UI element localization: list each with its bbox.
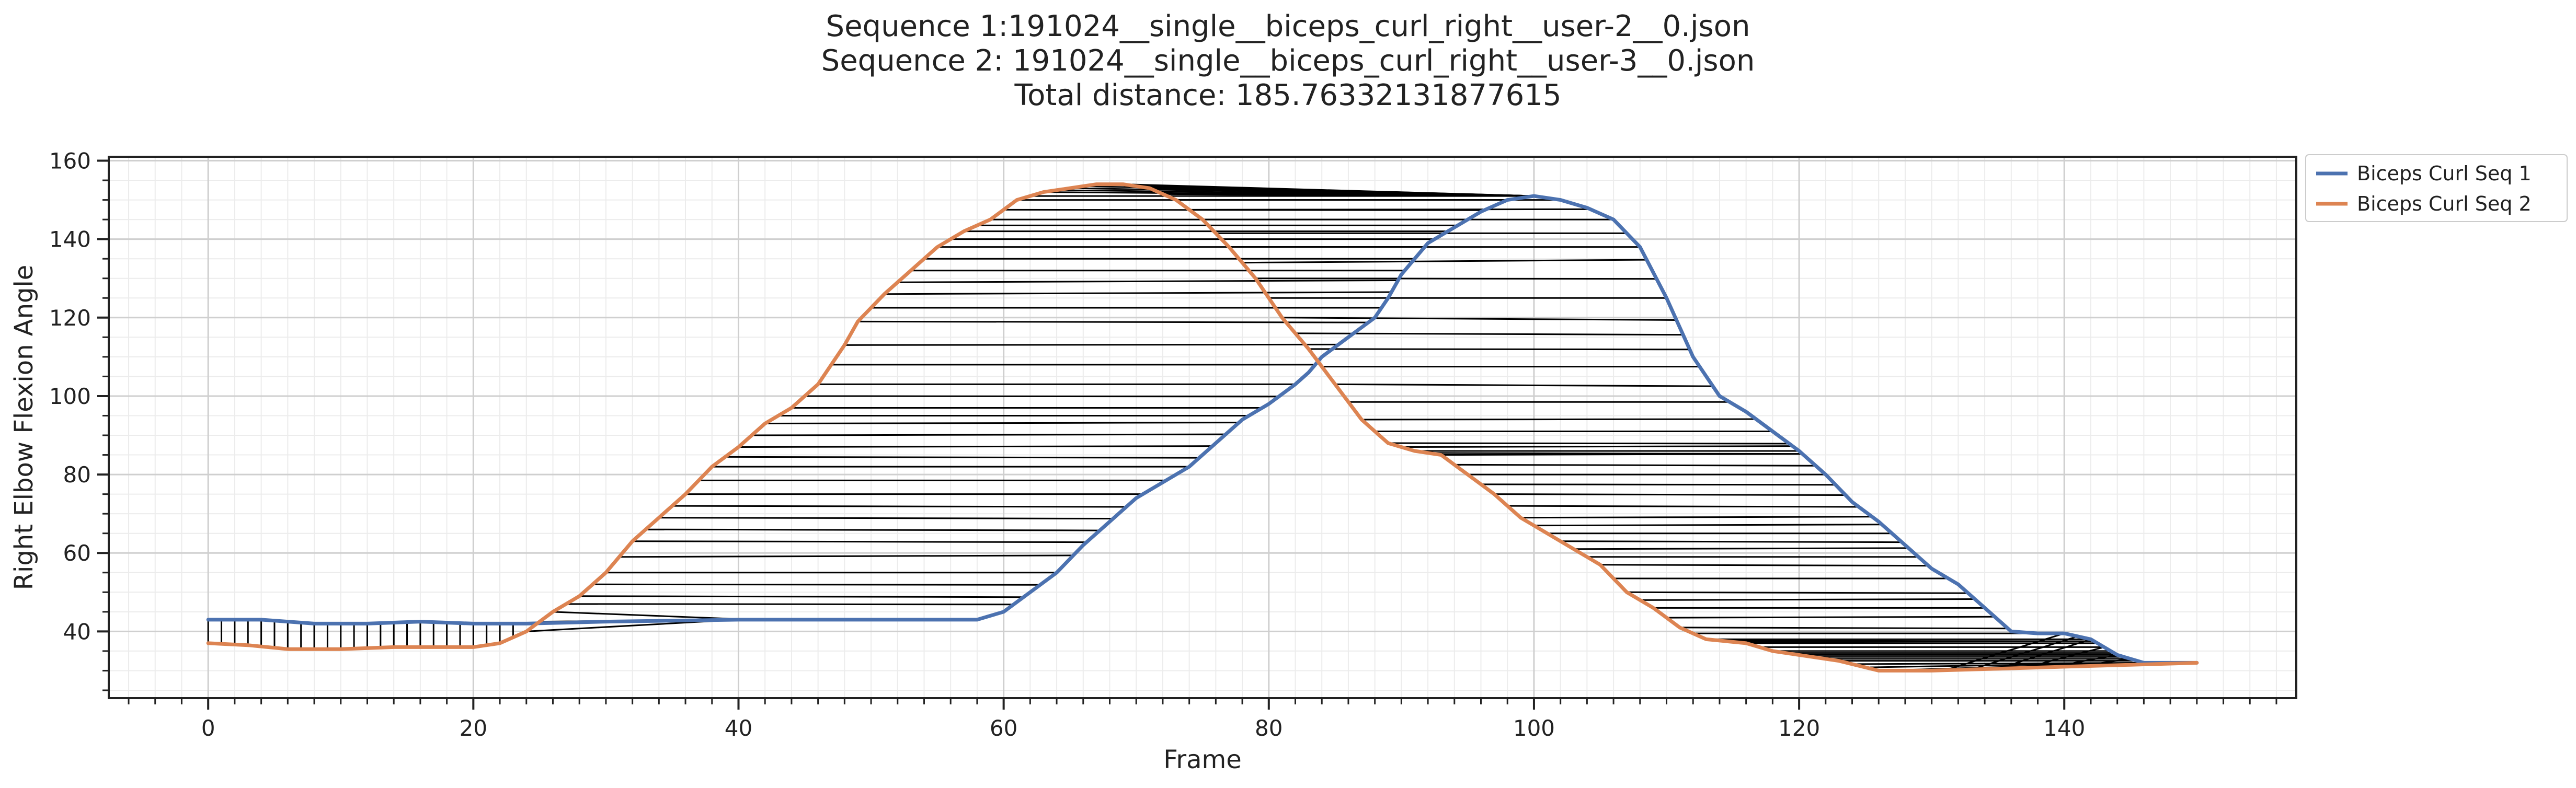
alignment-line bbox=[884, 291, 1392, 295]
alignment-line bbox=[1666, 616, 1995, 619]
x-tick-label: 0 bbox=[201, 715, 215, 741]
alignment-line bbox=[1998, 638, 2091, 670]
x-tick-label: 140 bbox=[2043, 715, 2085, 741]
alignment-line bbox=[566, 603, 1014, 606]
plot-frame bbox=[108, 156, 2297, 699]
y-tick-label: 80 bbox=[63, 462, 91, 488]
alignment-line bbox=[1533, 524, 1882, 527]
alignment-line bbox=[1733, 640, 2094, 643]
alignment-line bbox=[765, 422, 1239, 424]
x-tick-label: 20 bbox=[460, 715, 487, 741]
alignment-line bbox=[659, 517, 1113, 520]
alignment-line bbox=[645, 528, 1100, 531]
alignment-line bbox=[725, 456, 1199, 459]
alignment-line bbox=[1627, 591, 1968, 594]
x-axis-label: Frame bbox=[1163, 745, 1242, 774]
y-axis: 40 60 80 100 120 140 160 bbox=[49, 148, 109, 691]
alignment-line bbox=[1308, 348, 1690, 351]
alignment-line bbox=[1494, 493, 1846, 496]
alignment-line bbox=[2024, 646, 2104, 669]
alignment-line bbox=[1149, 187, 1534, 197]
alignment-line bbox=[1944, 632, 2065, 671]
x-tick-label: 120 bbox=[1778, 715, 1820, 741]
series-line-seq1 bbox=[206, 194, 2199, 665]
y-tick-label: 60 bbox=[63, 540, 91, 566]
title-line-3: Total distance: 185.76332131877615 bbox=[1014, 78, 1562, 112]
alignment-line bbox=[1640, 598, 1975, 601]
alignment-line bbox=[738, 445, 1213, 448]
alignment-line bbox=[579, 595, 1024, 598]
title-line-1: Sequence 1:191024__single__biceps_curl_r… bbox=[826, 9, 1750, 43]
y-axis-label: Right Elbow Flexion Angle bbox=[9, 265, 39, 590]
x-tick-label: 80 bbox=[1255, 715, 1283, 741]
alignment-lines bbox=[207, 183, 2184, 671]
alignment-line bbox=[1520, 516, 1872, 519]
series-line-seq2 bbox=[206, 182, 2199, 673]
alignment-line bbox=[1600, 564, 1929, 567]
alignment-line bbox=[897, 279, 1399, 283]
legend-box bbox=[2305, 154, 2568, 222]
alignment-line bbox=[1361, 418, 1756, 421]
legend: Biceps Curl Seq 1 Biceps Curl Seq 2 bbox=[2305, 154, 2568, 222]
x-tick-label: 100 bbox=[1513, 715, 1555, 741]
x-tick-label: 60 bbox=[990, 715, 1017, 741]
legend-label-seq2: Biceps Curl Seq 2 bbox=[2357, 192, 2532, 215]
y-tick-label: 40 bbox=[63, 619, 91, 644]
alignment-line bbox=[1335, 383, 1713, 387]
alignment-line bbox=[1507, 505, 1859, 508]
y-tick-label: 160 bbox=[49, 148, 91, 174]
alignment-line bbox=[844, 343, 1338, 346]
alignment-line bbox=[1295, 332, 1684, 336]
alignment-line bbox=[1454, 463, 1816, 467]
alignment-line bbox=[1560, 540, 1902, 543]
alignment-line bbox=[592, 583, 1040, 586]
y-tick-label: 120 bbox=[49, 305, 91, 331]
series-layer bbox=[206, 182, 2199, 673]
x-tick-label: 40 bbox=[725, 715, 752, 741]
alignment-line bbox=[632, 540, 1087, 543]
alignment-line bbox=[619, 554, 1073, 558]
alignment-line bbox=[1162, 193, 1534, 197]
y-tick-label: 100 bbox=[49, 384, 91, 409]
alignment-line bbox=[805, 395, 1279, 398]
alignment-line bbox=[1971, 635, 2078, 670]
alignment-line bbox=[1189, 208, 1590, 211]
alignment-line bbox=[1481, 483, 1836, 486]
alignment-line bbox=[1388, 442, 1790, 445]
alignment-line bbox=[1282, 317, 1677, 321]
alignment-line bbox=[857, 320, 1368, 323]
chart-title: Sequence 1:191024__single__biceps_curl_r… bbox=[0, 9, 2576, 113]
alignment-line bbox=[672, 505, 1127, 508]
alignment-line bbox=[1242, 259, 1647, 264]
alignment-line bbox=[751, 433, 1226, 436]
legend-label-seq1: Biceps Curl Seq 1 bbox=[2357, 162, 2532, 185]
alignment-line bbox=[1441, 453, 1803, 456]
x-axis: 0 20 40 60 80 100 120 140 bbox=[128, 698, 2277, 741]
alignment-line bbox=[1679, 627, 2008, 630]
y-tick-label: 140 bbox=[49, 227, 91, 252]
alignment-line bbox=[1574, 547, 1909, 550]
alignment-line bbox=[1401, 445, 1793, 448]
title-line-2: Sequence 2: 191024__single__biceps_curl_… bbox=[821, 44, 1755, 78]
